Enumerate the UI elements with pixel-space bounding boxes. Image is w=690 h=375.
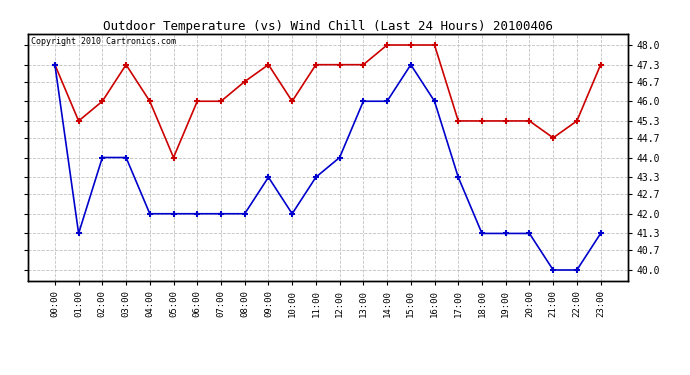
Text: Copyright 2010 Cartronics.com: Copyright 2010 Cartronics.com <box>30 38 175 46</box>
Title: Outdoor Temperature (vs) Wind Chill (Last 24 Hours) 20100406: Outdoor Temperature (vs) Wind Chill (Las… <box>103 20 553 33</box>
